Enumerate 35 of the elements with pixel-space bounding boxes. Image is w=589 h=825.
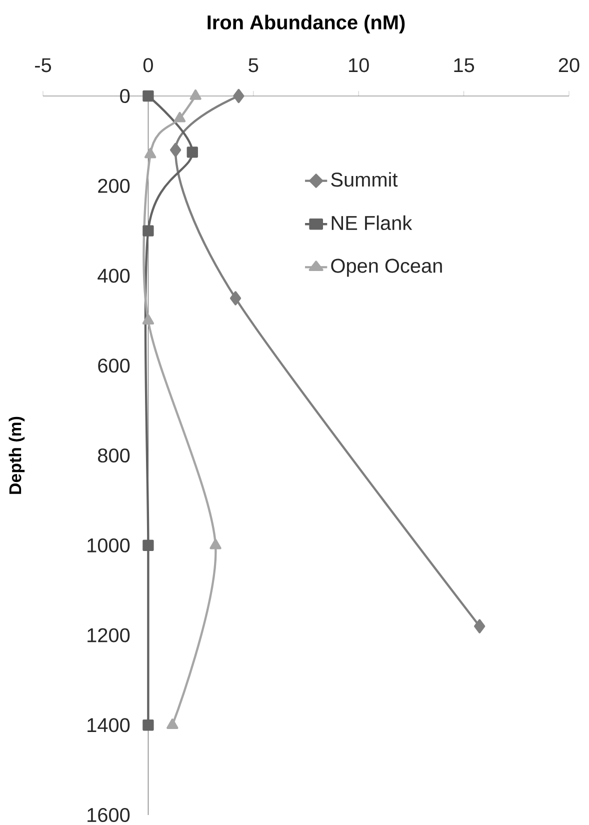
x-tick-label: 15 — [454, 58, 474, 72]
x-tick-label: 5 — [248, 58, 258, 72]
x-tick-label: 20 — [558, 58, 580, 72]
point — [142, 225, 154, 236]
point — [144, 148, 156, 158]
point — [174, 112, 186, 122]
point — [142, 540, 154, 551]
x-axis-title: Iron Abundance (nM) — [208, 14, 405, 34]
point — [210, 538, 222, 550]
y-tick-label: 800 — [98, 448, 130, 463]
x-tick-label: 10 — [349, 58, 369, 72]
y-tick-label: 600 — [98, 358, 130, 373]
y-tick-label: 1200 — [88, 628, 130, 642]
y-tick-label: 1600 — [88, 808, 130, 822]
point — [190, 89, 202, 100]
point — [142, 90, 154, 102]
y-tick-label: 400 — [98, 268, 130, 283]
y-axis-title: Depth (m) — [8, 416, 25, 494]
point — [474, 619, 486, 634]
point — [233, 88, 244, 104]
point — [166, 718, 178, 729]
point — [170, 142, 182, 157]
y-tick-label: 200 — [98, 178, 130, 193]
x-tick-label: -5 — [35, 58, 52, 72]
point — [186, 146, 198, 158]
legend-label: Open Ocean — [331, 258, 442, 277]
y-tick-label: 1000 — [88, 538, 130, 552]
legend-label: NE Flank — [332, 215, 412, 230]
y-tick-label: 1400 — [88, 718, 130, 732]
y-tick-label: 0 — [120, 88, 130, 104]
legend-label: Summit — [331, 172, 398, 187]
point — [230, 291, 242, 306]
x-tick-label: 0 — [143, 58, 153, 72]
point — [142, 314, 154, 325]
point — [142, 720, 154, 731]
